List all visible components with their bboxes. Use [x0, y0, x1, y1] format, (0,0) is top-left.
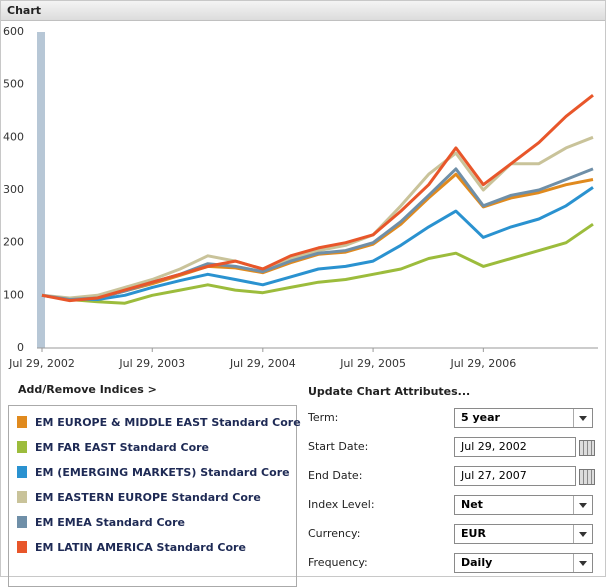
- legend-item: EM EASTERN EUROPE Standard Core: [17, 491, 261, 504]
- dropdown-arrow: [579, 503, 587, 508]
- field-label: Frequency:: [308, 556, 368, 569]
- dropdown-arrow: [579, 532, 587, 537]
- series-line: [41, 222, 594, 305]
- legend-item: EM LATIN AMERICA Standard Core: [17, 541, 246, 554]
- select-dropdown[interactable]: Net: [454, 495, 593, 515]
- dropdown-arrow: [579, 561, 587, 566]
- y-tick-label: 100: [3, 288, 24, 301]
- select-value: Daily: [461, 556, 493, 569]
- legend-swatch: [17, 491, 27, 503]
- y-tick-label: 500: [3, 78, 24, 91]
- legend-label: EM EUROPE & MIDDLE EAST Standard Core: [35, 416, 301, 429]
- select-dropdown[interactable]: 5 year: [454, 408, 593, 428]
- y-tick-label: 0: [17, 341, 24, 354]
- legend-swatch: [17, 416, 27, 428]
- select-value: Net: [461, 498, 483, 511]
- date-input[interactable]: Jul 29, 2002: [454, 437, 576, 457]
- field-label: Term:: [308, 411, 339, 424]
- panel-header: Chart: [1, 1, 605, 21]
- x-tick-label: Jul 29, 2005: [339, 357, 406, 370]
- select-dropdown[interactable]: Daily: [454, 553, 593, 573]
- field-label: Index Level:: [308, 498, 375, 511]
- legend-label: EM (EMERGING MARKETS) Standard Core: [35, 466, 290, 479]
- series-line: [41, 167, 594, 301]
- add-remove-link[interactable]: Add/Remove Indices >: [18, 383, 157, 396]
- legend-swatch: [17, 441, 27, 453]
- field-label: Currency:: [308, 527, 361, 540]
- range-handle: [37, 32, 45, 348]
- legend-item: EM FAR EAST Standard Core: [17, 441, 209, 454]
- legend-swatch: [17, 516, 27, 528]
- field-label: Start Date:: [308, 440, 369, 453]
- legend-item: EM EUROPE & MIDDLE EAST Standard Core: [17, 416, 301, 429]
- series-line: [41, 172, 594, 301]
- y-tick-label: 300: [3, 183, 24, 196]
- series-line: [41, 94, 594, 303]
- x-tick-label: Jul 29, 2006: [449, 357, 516, 370]
- series-line: [41, 186, 594, 301]
- select-dropdown[interactable]: EUR: [454, 524, 593, 544]
- legend-label: EM FAR EAST Standard Core: [35, 441, 210, 454]
- select-value: EUR: [461, 527, 486, 540]
- legend-swatch: [17, 541, 27, 553]
- legend-label: EM EMEA Standard Core: [35, 516, 185, 529]
- legend-swatch: [17, 466, 27, 478]
- calendar-button[interactable]: [579, 440, 595, 456]
- form-title: Update Chart Attributes...: [308, 385, 471, 398]
- calendar-button[interactable]: [579, 469, 595, 485]
- y-tick-label: 600: [3, 25, 24, 38]
- legend-item: EM (EMERGING MARKETS) Standard Core: [17, 466, 290, 479]
- dropdown-arrow: [579, 416, 587, 421]
- chart: 0 100 200 300 400 500 600 Jul 29, 2002 Jul 29, 2…: [3, 25, 598, 370]
- x-tick-label: Jul 29, 2002: [8, 357, 75, 370]
- legend: EM EUROPE & MIDDLE EAST Standard Core EM …: [8, 405, 301, 587]
- legend-label: EM EASTERN EUROPE Standard Core: [35, 491, 261, 504]
- y-tick-label: 400: [3, 130, 24, 143]
- y-tick-label: 200: [3, 236, 24, 249]
- series-line: [41, 135, 594, 300]
- x-tick-label: Jul 29, 2004: [229, 357, 296, 370]
- legend-item: EM EMEA Standard Core: [17, 516, 185, 529]
- x-tick-label: Jul 29, 2003: [118, 357, 185, 370]
- field-label: End Date:: [308, 469, 363, 482]
- select-value: 5 year: [461, 411, 500, 424]
- legend-label: EM LATIN AMERICA Standard Core: [35, 541, 246, 554]
- date-input[interactable]: Jul 27, 2007: [454, 466, 576, 486]
